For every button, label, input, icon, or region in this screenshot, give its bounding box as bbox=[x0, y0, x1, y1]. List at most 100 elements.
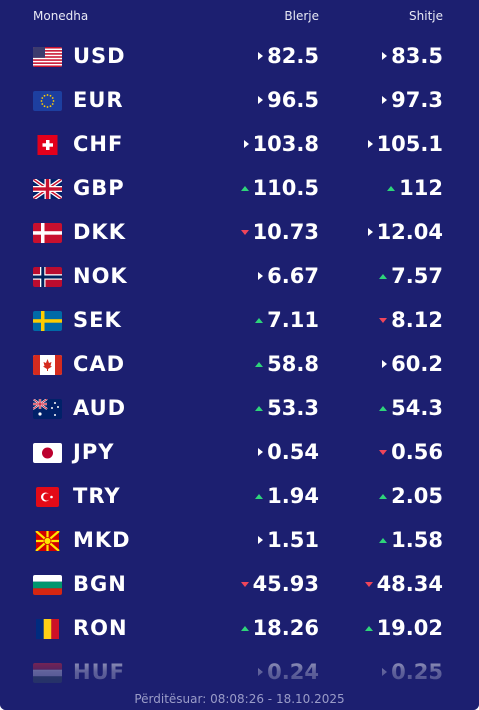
sell-column-header: Shitje bbox=[409, 9, 443, 23]
no-flag-icon bbox=[33, 267, 62, 287]
currency-row-cad: CAD 58.8 60.2 bbox=[0, 343, 479, 387]
trend-up-icon bbox=[240, 186, 249, 191]
sell-rate: 8.12 bbox=[379, 308, 443, 332]
sell-rate-value: 8.12 bbox=[391, 308, 443, 332]
sell-rate-value: 97.3 bbox=[391, 88, 443, 112]
trend-neutral-icon bbox=[382, 668, 388, 676]
sell-rate-value: 7.57 bbox=[391, 264, 443, 288]
buy-rate: 45.93 bbox=[240, 572, 319, 596]
buy-rate-value: 18.26 bbox=[252, 616, 319, 640]
currency-code: TRY bbox=[73, 484, 121, 508]
trend-down-icon bbox=[240, 582, 249, 587]
buy-rate-value: 0.24 bbox=[267, 660, 319, 684]
table-header: Monedha Blerje Shitje bbox=[0, 0, 479, 34]
buy-rate-value: 7.11 bbox=[267, 308, 319, 332]
sell-rate: 83.5 bbox=[382, 44, 443, 68]
sell-rate-value: 48.34 bbox=[376, 572, 443, 596]
currency-row-usd: USD 82.5 83.5 bbox=[0, 35, 479, 79]
trend-neutral-icon bbox=[367, 228, 373, 236]
trend-neutral-icon bbox=[258, 52, 264, 60]
currency-row-try: TRY 1.94 2.05 bbox=[0, 475, 479, 519]
sell-rate-value: 1.58 bbox=[391, 528, 443, 552]
trend-down-icon bbox=[364, 582, 373, 587]
sell-rate: 48.34 bbox=[364, 572, 443, 596]
currency-code: JPY bbox=[73, 440, 115, 464]
buy-column-header: Blerje bbox=[284, 9, 319, 23]
trend-neutral-icon bbox=[258, 668, 264, 676]
rates-list: USD 82.5 83.5 EUR 96.5 97.3 CHF 103.8 105.1 GBP 11… bbox=[0, 35, 479, 695]
trend-neutral-icon bbox=[258, 96, 264, 104]
currency-row-chf: CHF 103.8 105.1 bbox=[0, 123, 479, 167]
trend-neutral-icon bbox=[258, 448, 264, 456]
buy-rate-value: 10.73 bbox=[252, 220, 319, 244]
us-flag-icon bbox=[33, 47, 62, 67]
sell-rate-value: 54.3 bbox=[391, 396, 443, 420]
currency-row-mkd: MKD 1.51 1.58 bbox=[0, 519, 479, 563]
trend-up-icon bbox=[387, 186, 396, 191]
buy-rate: 1.51 bbox=[258, 528, 319, 552]
sell-rate-value: 0.56 bbox=[391, 440, 443, 464]
buy-rate: 0.54 bbox=[258, 440, 319, 464]
buy-rate: 6.67 bbox=[258, 264, 319, 288]
currency-code: CAD bbox=[73, 352, 126, 376]
ch-flag-icon bbox=[33, 135, 62, 155]
sell-rate: 19.02 bbox=[364, 616, 443, 640]
trend-up-icon bbox=[255, 362, 264, 367]
trend-up-icon bbox=[255, 318, 264, 323]
sell-rate: 112 bbox=[387, 176, 443, 200]
trend-up-icon bbox=[255, 406, 264, 411]
buy-rate: 10.73 bbox=[240, 220, 319, 244]
trend-up-icon bbox=[255, 494, 264, 499]
sell-rate: 12.04 bbox=[367, 220, 443, 244]
currency-code: NOK bbox=[73, 264, 128, 288]
trend-neutral-icon bbox=[382, 360, 388, 368]
currency-code: SEK bbox=[73, 308, 122, 332]
trend-neutral-icon bbox=[382, 96, 388, 104]
sell-rate: 0.25 bbox=[382, 660, 443, 684]
sell-rate-value: 83.5 bbox=[391, 44, 443, 68]
sell-rate: 7.57 bbox=[379, 264, 443, 288]
buy-rate: 103.8 bbox=[243, 132, 319, 156]
currency-code: HUF bbox=[73, 660, 125, 684]
currency-row-bgn: BGN 45.93 48.34 bbox=[0, 563, 479, 607]
sell-rate-value: 12.04 bbox=[376, 220, 443, 244]
trend-up-icon bbox=[379, 406, 388, 411]
buy-rate-value: 103.8 bbox=[252, 132, 319, 156]
currency-row-sek: SEK 7.11 8.12 bbox=[0, 299, 479, 343]
currency-row-jpy: JPY 0.54 0.56 bbox=[0, 431, 479, 475]
bg-flag-icon bbox=[33, 575, 62, 595]
trend-up-icon bbox=[379, 274, 388, 279]
tr-flag-icon bbox=[33, 487, 62, 507]
trend-neutral-icon bbox=[258, 272, 264, 280]
sell-rate-value: 2.05 bbox=[391, 484, 443, 508]
trend-up-icon bbox=[379, 494, 388, 499]
trend-neutral-icon bbox=[367, 140, 373, 148]
buy-rate-value: 82.5 bbox=[267, 44, 319, 68]
currency-column-header: Monedha bbox=[33, 9, 89, 23]
trend-up-icon bbox=[240, 626, 249, 631]
trend-up-icon bbox=[379, 538, 388, 543]
currency-row-aud: AUD 53.3 54.3 bbox=[0, 387, 479, 431]
last-updated-text: Përditësuar: 08:08:26 - 18.10.2025 bbox=[134, 692, 345, 706]
trend-down-icon bbox=[379, 318, 388, 323]
currency-code: BGN bbox=[73, 572, 127, 596]
buy-rate-value: 53.3 bbox=[267, 396, 319, 420]
au-flag-icon bbox=[33, 399, 62, 419]
buy-rate-value: 0.54 bbox=[267, 440, 319, 464]
buy-rate: 58.8 bbox=[255, 352, 319, 376]
eu-flag-icon bbox=[33, 91, 62, 111]
buy-rate-value: 110.5 bbox=[252, 176, 319, 200]
sell-rate: 2.05 bbox=[379, 484, 443, 508]
buy-rate: 18.26 bbox=[240, 616, 319, 640]
currency-code: USD bbox=[73, 44, 126, 68]
currency-row-eur: EUR 96.5 97.3 bbox=[0, 79, 479, 123]
dk-flag-icon bbox=[33, 223, 62, 243]
buy-rate: 82.5 bbox=[258, 44, 319, 68]
buy-rate-value: 96.5 bbox=[267, 88, 319, 112]
buy-rate-value: 58.8 bbox=[267, 352, 319, 376]
ro-flag-icon bbox=[33, 619, 62, 639]
trend-neutral-icon bbox=[258, 536, 264, 544]
buy-rate-value: 45.93 bbox=[252, 572, 319, 596]
currency-code: GBP bbox=[73, 176, 125, 200]
